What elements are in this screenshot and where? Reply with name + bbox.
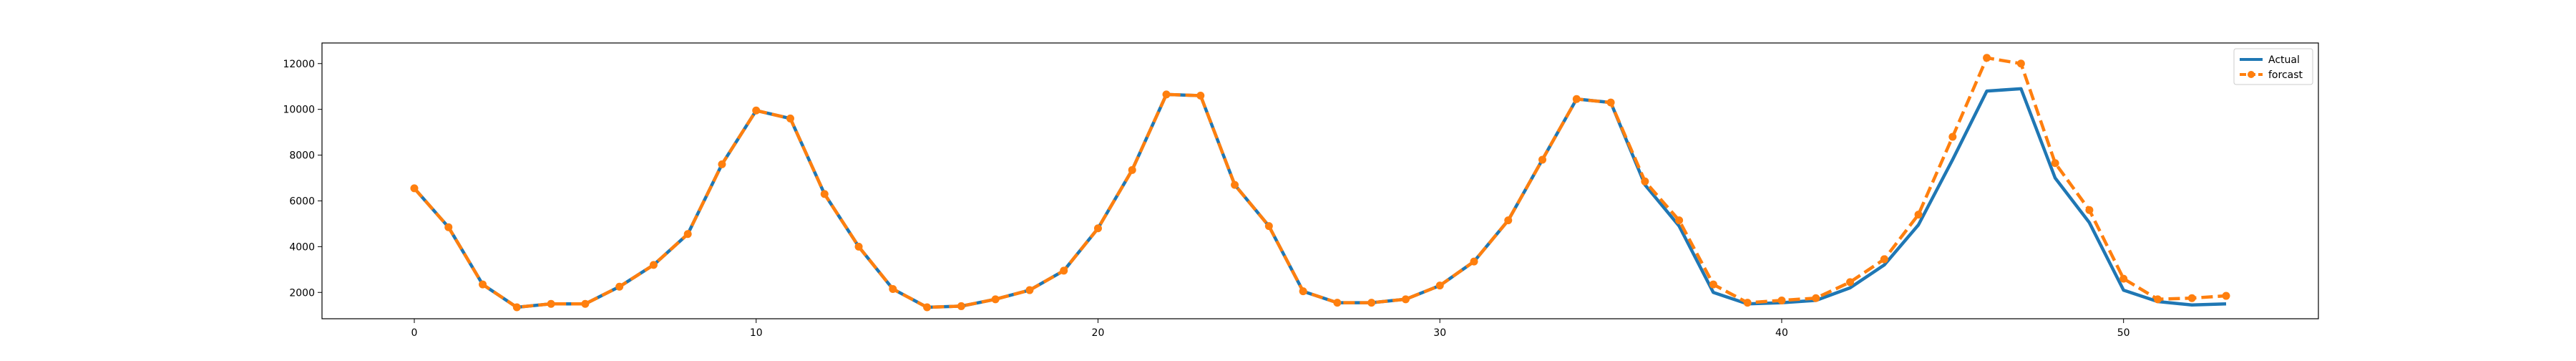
data-point-forcast bbox=[581, 299, 590, 308]
data-point-forcast bbox=[1675, 216, 1684, 225]
x-tick-label: 40 bbox=[1775, 327, 1788, 339]
data-point-forcast bbox=[479, 280, 487, 289]
data-point-forcast bbox=[718, 160, 726, 168]
data-point-forcast bbox=[512, 303, 521, 312]
data-point-forcast bbox=[957, 302, 965, 310]
data-point-forcast bbox=[854, 242, 863, 251]
plot-frame bbox=[321, 42, 2319, 319]
data-point-forcast bbox=[1401, 295, 1410, 304]
data-point-forcast bbox=[1777, 296, 1786, 304]
y-tick-label: 2000 bbox=[289, 287, 315, 299]
data-point-forcast bbox=[1435, 281, 1444, 290]
data-point-forcast bbox=[1983, 54, 1991, 62]
legend-label-forcast: forcast bbox=[2268, 69, 2303, 81]
data-point-forcast bbox=[1880, 255, 1888, 264]
data-point-forcast bbox=[444, 223, 453, 231]
x-tick-label: 20 bbox=[1092, 327, 1105, 339]
x-tick-label: 0 bbox=[411, 327, 418, 339]
data-point-forcast bbox=[1025, 286, 1034, 294]
y-tick-label: 6000 bbox=[289, 196, 315, 207]
data-point-forcast bbox=[820, 190, 829, 198]
legend-label-actual: Actual bbox=[2268, 54, 2300, 66]
data-point-forcast bbox=[1812, 294, 1820, 302]
x-tick-label: 10 bbox=[750, 327, 763, 339]
data-point-forcast bbox=[1299, 287, 1307, 296]
data-point-forcast bbox=[2153, 295, 2162, 304]
data-point-forcast bbox=[889, 284, 897, 293]
data-point-forcast bbox=[1572, 95, 1581, 103]
data-point-forcast bbox=[1264, 222, 1273, 231]
series-line-actual bbox=[413, 87, 2227, 309]
data-point-forcast bbox=[1196, 91, 1205, 100]
data-point-forcast bbox=[1709, 280, 1717, 289]
data-point-forcast bbox=[1948, 133, 1957, 141]
data-point-forcast bbox=[2085, 206, 2094, 214]
data-point-forcast bbox=[649, 261, 658, 269]
data-point-forcast bbox=[1231, 180, 1239, 189]
data-point-forcast bbox=[2051, 159, 2059, 168]
data-point-forcast bbox=[1538, 155, 1547, 164]
data-point-forcast bbox=[1093, 224, 1102, 233]
legend-marker-forcast bbox=[2248, 71, 2255, 78]
x-tick-label: 30 bbox=[1433, 327, 1446, 339]
data-point-forcast bbox=[615, 282, 624, 291]
y-tick-label: 10000 bbox=[283, 105, 315, 116]
data-point-forcast bbox=[1504, 216, 1513, 225]
data-point-forcast bbox=[786, 114, 795, 122]
data-point-forcast bbox=[752, 106, 761, 115]
data-point-forcast bbox=[2016, 59, 2025, 68]
data-point-forcast bbox=[2187, 294, 2196, 302]
data-point-forcast bbox=[1606, 98, 1615, 107]
data-point-forcast bbox=[547, 299, 555, 308]
y-tick-label: 4000 bbox=[289, 241, 315, 253]
data-point-forcast bbox=[923, 303, 932, 312]
data-point-forcast bbox=[1162, 90, 1171, 99]
data-point-forcast bbox=[1470, 257, 1478, 266]
x-tick-label: 50 bbox=[2117, 327, 2130, 339]
data-point-forcast bbox=[991, 295, 1000, 304]
data-point-forcast bbox=[410, 184, 419, 193]
y-tick-label: 12000 bbox=[283, 59, 315, 70]
data-point-forcast bbox=[683, 230, 692, 239]
data-point-forcast bbox=[2222, 292, 2230, 300]
data-point-forcast bbox=[1128, 165, 1136, 174]
y-tick-label: 8000 bbox=[289, 150, 315, 162]
data-point-forcast bbox=[1845, 278, 1854, 287]
data-point-forcast bbox=[1060, 266, 1068, 275]
data-point-forcast bbox=[1914, 211, 1923, 219]
series-line-forcast bbox=[413, 56, 2227, 309]
data-point-forcast bbox=[1367, 299, 1376, 307]
data-point-forcast bbox=[2119, 274, 2128, 283]
data-point-forcast bbox=[1743, 299, 1752, 307]
data-point-forcast bbox=[1333, 299, 1342, 307]
data-point-forcast bbox=[1641, 177, 1649, 186]
